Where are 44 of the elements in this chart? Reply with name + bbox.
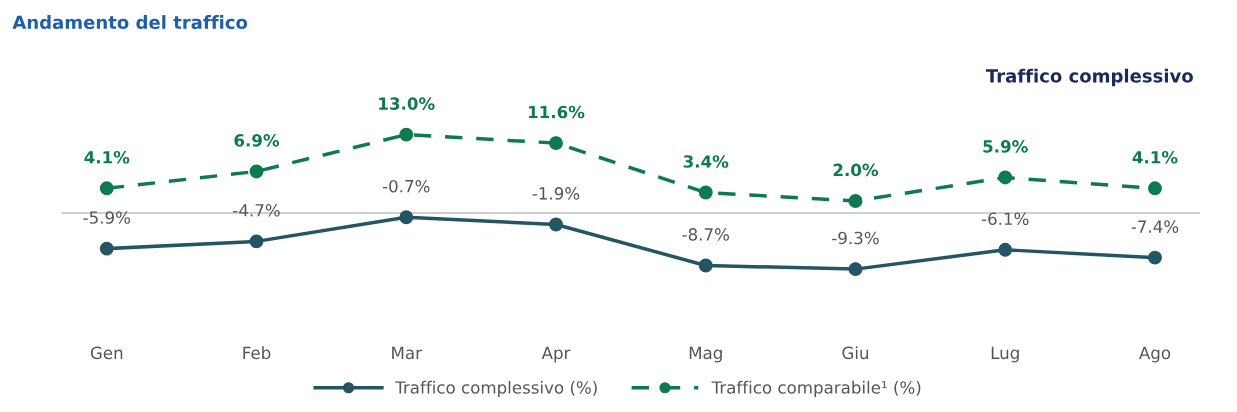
x-tick-label: Gen <box>90 346 123 360</box>
point <box>998 242 1013 257</box>
data-label: 6.9% <box>234 134 280 147</box>
data-label: 4.1% <box>84 150 130 164</box>
point <box>99 241 114 256</box>
chart-subtitle: Traffico complessivo <box>985 68 1193 87</box>
data-label: -9.3% <box>832 231 879 245</box>
point <box>99 181 114 196</box>
point <box>549 217 563 232</box>
x-tick-label: Mar <box>392 346 422 360</box>
chart-title: Andamento del traffico <box>12 15 248 30</box>
x-tick-label: Apr <box>541 346 571 363</box>
legend-label: Traffico comparabile¹ (%) <box>711 380 921 397</box>
data-label: 4.1% <box>1132 150 1178 164</box>
data-label: 2.0% <box>833 163 879 177</box>
x-tick-label: Ago <box>1139 346 1171 363</box>
point <box>399 127 414 142</box>
point <box>399 210 414 225</box>
data-label: -4.7% <box>233 204 280 217</box>
point <box>249 164 264 179</box>
point <box>848 262 863 277</box>
legend-label: Traffico complessivo (%) <box>395 380 597 397</box>
data-label: -0.7% <box>382 179 430 193</box>
x-tick-label: Giu <box>842 346 869 360</box>
x-tick-label: Lug <box>991 346 1019 363</box>
data-label: 11.6% <box>528 105 585 119</box>
data-label: -7.4% <box>1131 220 1179 233</box>
data-label: -6.1% <box>981 212 1029 226</box>
x-tick-label: Mag <box>689 346 722 363</box>
point <box>1148 181 1162 196</box>
data-label: 13.0% <box>379 97 435 110</box>
point <box>698 185 713 200</box>
point <box>848 194 863 208</box>
point <box>549 136 563 151</box>
data-label: 3.4% <box>683 155 729 168</box>
point <box>998 170 1013 185</box>
point <box>249 234 264 249</box>
data-label: -1.9% <box>532 187 580 200</box>
point <box>698 258 713 273</box>
x-tick-label: Feb <box>243 346 271 360</box>
data-label: -8.7% <box>682 228 729 241</box>
data-label: 5.9% <box>983 140 1028 153</box>
point <box>1148 250 1162 265</box>
data-label: -5.9% <box>83 211 131 224</box>
